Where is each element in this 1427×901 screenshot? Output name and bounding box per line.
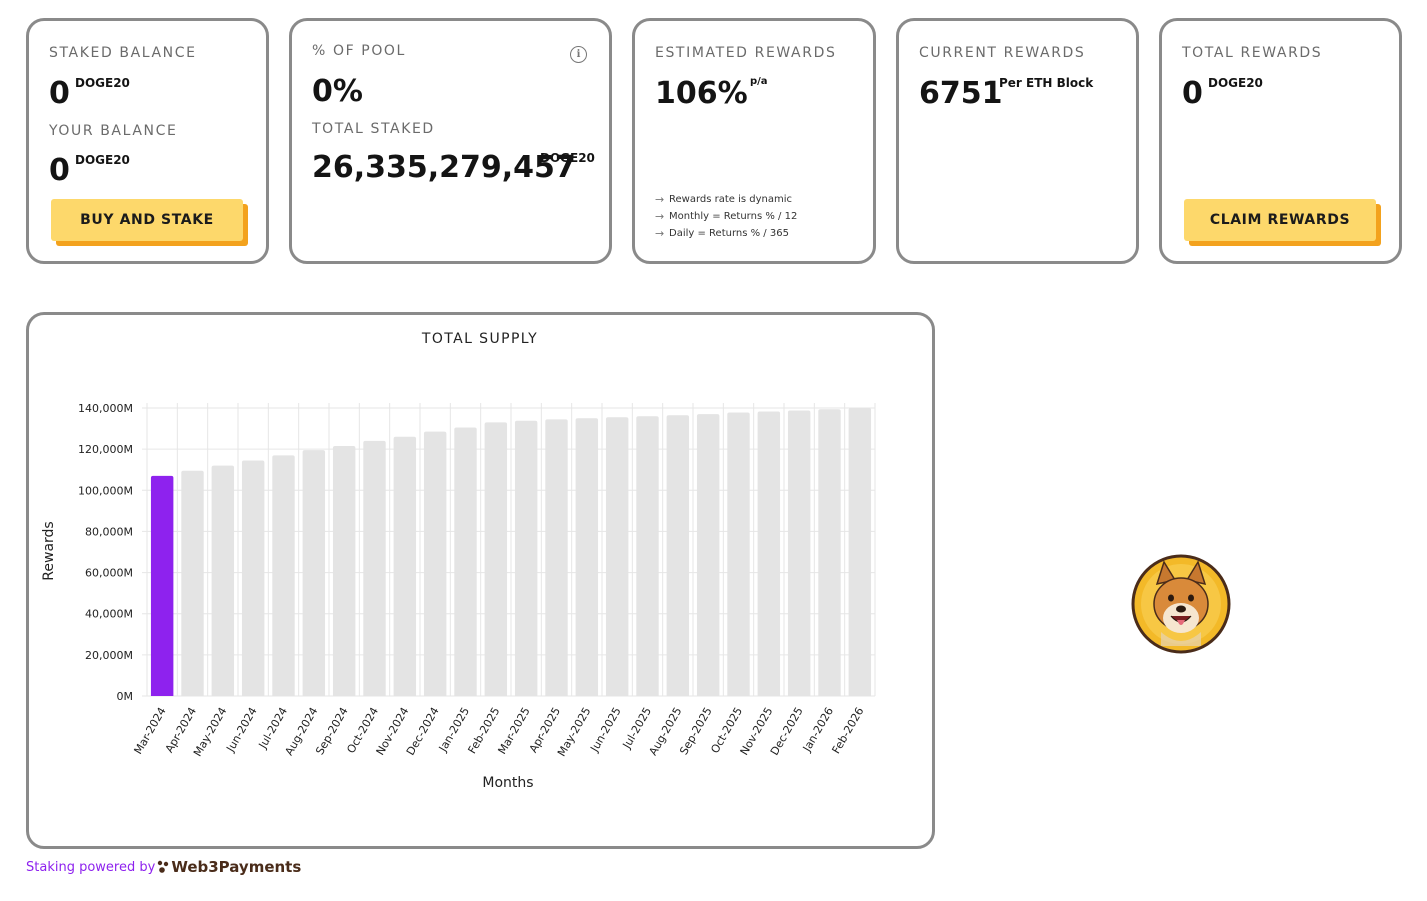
chart-y-tick-label: 100,000M: [78, 484, 133, 497]
pool-card: % OF POOL i 0% TOTAL STAKED 26,335,279,4…: [289, 18, 612, 264]
current-rewards-unit: Per ETH Block: [999, 76, 1094, 90]
estimated-rewards-card: ESTIMATED REWARDS 106% p/a → Rewards rate…: [632, 18, 876, 264]
your-balance-label: YOUR BALANCE: [49, 123, 178, 139]
chart-bar[interactable]: [727, 412, 750, 696]
chart-bar[interactable]: [605, 417, 629, 696]
doge-mascot-avatar: [1131, 554, 1231, 654]
chart-y-tick-label: 20,000M: [85, 649, 133, 662]
staked-balance-card: STAKED BALANCE 0 DOGE20 YOUR BALANCE 0 D…: [26, 18, 269, 264]
chart-y-tick-label: 60,000M: [85, 567, 133, 580]
total-staked-unit: DOGE20: [540, 151, 595, 165]
chart-bar[interactable]: [545, 419, 568, 696]
chart-x-tick-label: Jul-2025: [620, 705, 654, 752]
rewards-note: → Rewards rate is dynamic: [655, 191, 797, 208]
chart-bar[interactable]: [181, 470, 204, 696]
chart-bar[interactable]: [454, 427, 477, 696]
pool-percent-label: % OF POOL: [312, 43, 406, 59]
claim-rewards-button[interactable]: CLAIM REWARDS: [1184, 199, 1376, 241]
total-staked-label: TOTAL STAKED: [312, 121, 435, 137]
chart-y-tick-label: 80,000M: [85, 525, 133, 538]
chart-bar[interactable]: [514, 420, 538, 696]
total-rewards-value: 0: [1182, 76, 1203, 111]
chart-y-tick-label: 0M: [117, 690, 134, 703]
chart-x-tick-label: Jun-2025: [587, 705, 623, 755]
chart-y-tick-label: 40,000M: [85, 608, 133, 621]
rewards-note-text: Daily = Returns % / 365: [669, 228, 789, 239]
chart-y-axis-label: Rewards: [41, 521, 57, 580]
footer-prefix: Staking powered by: [26, 859, 156, 875]
staked-balance-label: STAKED BALANCE: [49, 45, 197, 61]
chart-bar[interactable]: [211, 465, 235, 696]
chart-bar[interactable]: [423, 431, 447, 696]
info-icon[interactable]: i: [570, 46, 587, 63]
rewards-note-text: Monthly = Returns % / 12: [669, 211, 798, 222]
chart-bar[interactable]: [666, 415, 690, 696]
chart-bar[interactable]: [636, 416, 659, 696]
pool-percent-value: 0%: [312, 74, 363, 109]
chart-bar[interactable]: [241, 460, 265, 696]
chart-bar[interactable]: [150, 475, 174, 696]
footer-brand-link[interactable]: Web3Payments: [171, 858, 302, 876]
rewards-note: → Monthly = Returns % / 12: [655, 208, 797, 225]
chart-title: TOTAL SUPPLY: [421, 331, 538, 347]
chart-bar[interactable]: [757, 411, 781, 696]
arrow-right-icon: →: [655, 227, 665, 240]
chart-bar[interactable]: [787, 410, 811, 696]
chart-bar[interactable]: [818, 409, 841, 696]
current-rewards-card: CURRENT REWARDS 6751 Per ETH Block: [896, 18, 1139, 264]
chart-y-tick-label: 140,000M: [78, 402, 133, 415]
your-balance-value: 0: [49, 153, 70, 188]
buy-and-stake-button[interactable]: BUY AND STAKE: [51, 199, 243, 241]
chart-bar[interactable]: [393, 436, 417, 696]
chart-bar[interactable]: [363, 440, 386, 696]
staked-balance-unit: DOGE20: [75, 76, 130, 90]
web3payments-paw-icon: [158, 860, 169, 873]
footer-powered-by: Staking powered by Web3Payments: [26, 858, 301, 876]
chart-bar[interactable]: [484, 422, 508, 696]
rewards-note-text: Rewards rate is dynamic: [669, 194, 793, 205]
arrow-right-icon: →: [655, 193, 665, 206]
total-rewards-unit: DOGE20: [1208, 76, 1263, 90]
staked-balance-value: 0: [49, 76, 70, 111]
rewards-note: → Daily = Returns % / 365: [655, 225, 797, 242]
total-staked-value: 26,335,279,457: [312, 150, 576, 185]
chart-bar[interactable]: [575, 418, 599, 696]
estimated-rewards-value: 106%: [655, 76, 748, 111]
estimated-rewards-label: ESTIMATED REWARDS: [655, 45, 837, 61]
total-supply-chart-card: TOTAL SUPPLY 0M 20,000M 40,000M 60,000M 80,0…: [26, 312, 935, 849]
chart-x-tick-label: Jun-2024: [223, 705, 259, 755]
your-balance-unit: DOGE20: [75, 153, 130, 167]
current-rewards-value: 6751: [919, 76, 1003, 111]
total-rewards-label: TOTAL REWARDS: [1182, 45, 1323, 61]
chart-bar[interactable]: [332, 446, 356, 696]
chart-bar[interactable]: [272, 455, 295, 696]
chart-bar[interactable]: [848, 408, 872, 696]
chart-bar[interactable]: [302, 450, 326, 696]
rewards-notes: → Rewards rate is dynamic → Monthly = Retu…: [655, 191, 797, 242]
chart-y-tick-label: 120,000M: [78, 443, 133, 456]
arrow-right-icon: →: [655, 210, 665, 223]
chart-x-tick-label: Jul-2024: [256, 705, 290, 752]
chart-x-axis-label: Months: [482, 775, 533, 791]
total-supply-chart: TOTAL SUPPLY 0M 20,000M 40,000M 60,000M 80,0…: [41, 331, 876, 791]
chart-bar[interactable]: [696, 414, 720, 696]
total-rewards-card: TOTAL REWARDS 0 DOGE20 CLAIM REWARDS: [1159, 18, 1402, 264]
estimated-rewards-unit: p/a: [750, 76, 768, 87]
current-rewards-label: CURRENT REWARDS: [919, 45, 1086, 61]
